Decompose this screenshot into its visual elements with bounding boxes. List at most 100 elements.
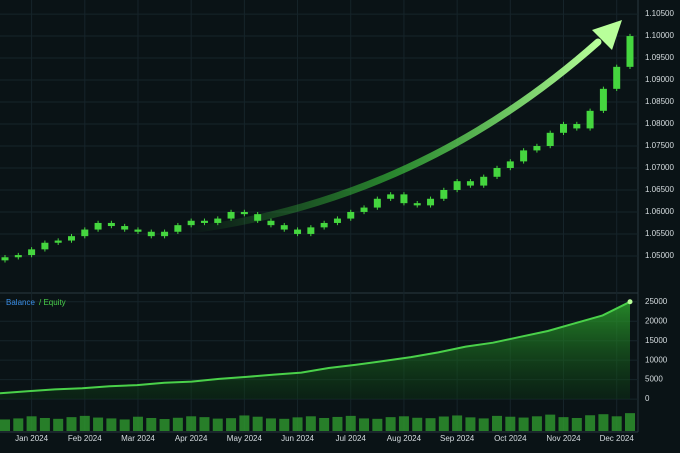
volume-bar	[39, 417, 50, 431]
candle-body	[626, 36, 634, 67]
candle-body	[81, 229, 89, 237]
volume-bar	[239, 415, 250, 431]
x-tick-label: May 2024	[227, 434, 263, 443]
candle-body	[280, 225, 288, 230]
candle-body	[480, 176, 488, 186]
candle-body	[41, 242, 49, 250]
x-tick-label: Oct 2024	[494, 434, 527, 443]
trend-arrow	[186, 38, 602, 234]
candle-body	[360, 207, 368, 212]
legend-equity: / Equity	[39, 298, 66, 307]
volume-bar	[438, 416, 449, 431]
volume-bar	[452, 415, 463, 431]
candle-body	[307, 227, 315, 234]
candle-body	[320, 222, 328, 228]
candle-body	[174, 225, 182, 232]
trend-arrow-head	[592, 20, 622, 50]
volume-bar	[531, 416, 542, 431]
volume-bar	[372, 418, 383, 431]
volume-bar	[332, 416, 343, 431]
candle-body	[294, 229, 302, 234]
candle-body	[147, 231, 155, 237]
volume-bar	[492, 415, 503, 431]
equity-last-point	[627, 299, 633, 305]
x-tick-label: Nov 2024	[546, 434, 581, 443]
candle-body	[161, 231, 169, 237]
y-tick-label: 1.10500	[645, 9, 674, 18]
y-tick-label: 25000	[645, 297, 668, 306]
volume-bar	[558, 417, 569, 431]
candle-body	[520, 150, 528, 162]
x-tick-label: Apr 2024	[175, 434, 208, 443]
volume-bar	[425, 418, 436, 431]
candle-body	[1, 257, 9, 261]
volume-bar	[319, 417, 330, 431]
candle-body	[427, 198, 435, 206]
x-tick-label: Feb 2024	[68, 434, 102, 443]
y-tick-label: 0	[645, 394, 650, 403]
y-tick-label: 1.07000	[645, 163, 674, 172]
candle-body	[373, 198, 381, 208]
volume-bar	[186, 416, 197, 431]
volume-bar	[545, 414, 556, 431]
candle-body	[333, 218, 341, 223]
volume-bar	[398, 416, 409, 431]
candle-body	[347, 211, 355, 219]
volume-bar	[345, 415, 356, 431]
volume-bar	[385, 417, 396, 431]
candle-body	[413, 203, 421, 206]
volume-bar	[305, 416, 316, 431]
y-tick-label: 1.06500	[645, 185, 674, 194]
candle-body	[599, 88, 607, 111]
volume-bar	[478, 418, 489, 431]
volume-bar	[265, 418, 276, 431]
y-tick-label: 1.08000	[645, 119, 674, 128]
volume-bar	[26, 416, 37, 431]
candle-body	[533, 146, 541, 151]
candle-body	[121, 226, 129, 230]
y-tick-label: 1.09000	[645, 75, 674, 84]
volume-bar	[106, 418, 117, 431]
volume-bar	[226, 418, 237, 431]
candle-body	[400, 194, 408, 204]
candle-body	[546, 132, 554, 146]
volume-bar	[571, 417, 582, 431]
x-tick-label: Jun 2024	[281, 434, 314, 443]
x-tick-label: Dec 2024	[600, 434, 635, 443]
candle-body	[94, 222, 102, 230]
candle-body	[573, 124, 581, 129]
volume-bar	[212, 418, 223, 431]
candle-body	[227, 211, 235, 219]
volume-bar	[66, 417, 77, 431]
y-tick-label: 5000	[645, 375, 663, 384]
candle-body	[493, 167, 501, 177]
candle-body	[466, 181, 474, 186]
y-tick-label: 1.09500	[645, 53, 674, 62]
y-tick-label: 15000	[645, 336, 668, 345]
x-tick-label: Jan 2024	[15, 434, 48, 443]
volume-bar	[518, 417, 529, 431]
candle-body	[586, 110, 594, 129]
volume-bar	[412, 417, 423, 431]
y-tick-label: 1.06000	[645, 207, 674, 216]
candle-body	[200, 220, 208, 223]
volume-bar	[292, 417, 303, 431]
volume-bar	[172, 417, 183, 431]
equity-area	[0, 301, 630, 400]
volume-bar	[159, 419, 170, 431]
candle-body	[134, 229, 142, 232]
volume-bar	[93, 417, 104, 431]
volume-bar	[359, 418, 370, 431]
candle-body	[187, 220, 195, 226]
x-tick-label: Mar 2024	[121, 434, 155, 443]
volume-bar	[598, 414, 609, 431]
candle-body	[107, 222, 115, 227]
y-tick-label: 1.08500	[645, 97, 674, 106]
candle-body	[440, 189, 448, 199]
volume-bar	[13, 418, 24, 431]
x-tick-label: Aug 2024	[387, 434, 422, 443]
volume-bar	[53, 418, 64, 431]
y-tick-label: 20000	[645, 316, 668, 325]
volume-bar	[279, 418, 290, 431]
candle-body	[613, 66, 621, 89]
